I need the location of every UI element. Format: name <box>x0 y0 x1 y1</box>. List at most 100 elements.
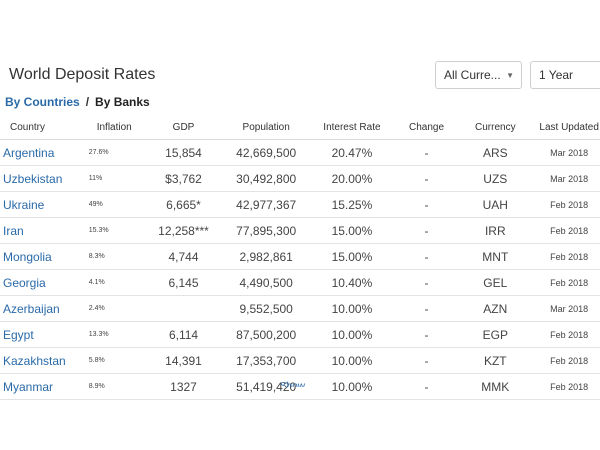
country-link[interactable]: Mongolia <box>0 243 87 270</box>
interest-rate-cell: 10.00% <box>307 295 397 322</box>
gdp-cell <box>141 295 226 322</box>
col-population[interactable]: Population <box>225 115 308 140</box>
inflation-cell: 8.3% <box>86 243 142 270</box>
currency-cell: EGP <box>456 321 535 348</box>
col-interest-rate[interactable]: Interest Rate <box>307 115 397 140</box>
change-cell: - <box>396 191 457 218</box>
change-cell: - <box>396 243 457 270</box>
population-cell: 42,669,500 <box>225 139 308 166</box>
table-row: Azerbaijan 2.4% 9,552,500 10.00% - AZN M… <box>0 295 600 322</box>
country-link[interactable]: Iran <box>0 217 87 244</box>
last-updated-cell: Feb 2018 <box>534 217 600 244</box>
population-cell: 4,490,500 <box>225 269 308 296</box>
country-link[interactable]: Egypt <box>0 321 87 348</box>
country-link[interactable]: Kazakhstan <box>0 347 87 374</box>
interest-rate-cell: 15.00% <box>307 243 397 270</box>
currency-cell: UZS <box>456 165 535 192</box>
interest-rate-cell: 10.40% <box>307 269 397 296</box>
gdp-cell: 6,145 <box>141 269 226 296</box>
currency-select[interactable]: All Curre... ▼ <box>435 61 522 89</box>
period-select[interactable]: 1 Year <box>530 61 600 89</box>
table-row: Egypt 13.3% 6,114 87,500,200 10.00% - EG… <box>0 321 600 348</box>
inflation-cell: 2.4% <box>86 295 142 322</box>
inflation-cell: 8.9% <box>86 373 142 400</box>
interest-rate-cell: 20.47% <box>307 139 397 166</box>
change-cell: - <box>396 139 457 166</box>
inflation-cell: 49% <box>86 191 142 218</box>
interest-rate-cell: 15.25% <box>307 191 397 218</box>
table-row: Mongolia 8.3% 4,744 2,982,861 15.00% - M… <box>0 243 600 270</box>
currency-cell: IRR <box>456 217 535 244</box>
table-row: Ukraine 49% 6,665* 42,977,367 15.25% - U… <box>0 191 600 218</box>
population-cell: 87,500,200 <box>225 321 308 348</box>
country-link[interactable]: Argentina <box>0 139 87 166</box>
gdp-cell: 6,114 <box>141 321 226 348</box>
last-updated-cell: Feb 2018 <box>534 373 600 400</box>
interest-rate-cell: 10.00% <box>307 347 397 374</box>
inflation-cell: 4.1% <box>86 269 142 296</box>
currency-cell: KZT <box>456 347 535 374</box>
tab-by-banks[interactable]: By Banks <box>95 95 150 109</box>
inflation-cell: 5.8% <box>86 347 142 374</box>
change-cell: - <box>396 165 457 192</box>
view-tabs: By Countries / By Banks <box>5 95 150 109</box>
change-cell: - <box>396 347 457 374</box>
last-updated-cell: Mar 2018 <box>534 139 600 166</box>
col-change[interactable]: Change <box>396 115 457 140</box>
last-updated-cell: Feb 2018 <box>534 347 600 374</box>
country-link[interactable]: Uzbekistan <box>0 165 87 192</box>
country-link[interactable]: Azerbaijan <box>0 295 87 322</box>
period-select-value: 1 Year <box>539 68 574 82</box>
gdp-cell: $3,762 <box>141 165 226 192</box>
page-title: World Deposit Rates <box>9 66 156 83</box>
table-row: Kazakhstan 5.8% 14,391 17,353,700 10.00%… <box>0 347 600 374</box>
table-row: Uzbekistan 11% $3,762 30,492,800 20.00% … <box>0 165 600 192</box>
table-row: Iran 15.3% 12,258*** 77,895,300 15.00% -… <box>0 217 600 244</box>
col-inflation[interactable]: Inflation <box>86 115 142 140</box>
change-cell: - <box>396 321 457 348</box>
population-cell: 17,353,700 <box>225 347 308 374</box>
interest-rate-cell: 15.00% <box>307 217 397 244</box>
caret-down-icon: ▼ <box>506 71 514 80</box>
interest-rate-cell: 20.00% <box>307 165 397 192</box>
table-header-row: Country Inflation GDP Population Interes… <box>0 115 600 140</box>
population-cell: 51,419,420 <box>225 373 308 400</box>
last-updated-cell: Feb 2018 <box>534 191 600 218</box>
change-cell: - <box>396 373 457 400</box>
inflation-cell: 15.3% <box>86 217 142 244</box>
last-updated-cell: Feb 2018 <box>534 321 600 348</box>
population-cell: 9,552,500 <box>225 295 308 322</box>
currency-cell: MMK <box>456 373 535 400</box>
col-currency[interactable]: Currency <box>456 115 535 140</box>
tab-by-countries[interactable]: By Countries <box>5 95 80 109</box>
change-cell: - <box>396 295 457 322</box>
col-country[interactable]: Country <box>0 115 87 140</box>
last-updated-cell: Mar 2018 <box>534 165 600 192</box>
currency-select-value: All Curre... <box>444 68 501 82</box>
population-cell: 42,977,367 <box>225 191 308 218</box>
population-cell: 30,492,800 <box>225 165 308 192</box>
country-link[interactable]: Ukraine <box>0 191 87 218</box>
gdp-cell: 6,665* <box>141 191 226 218</box>
country-link[interactable]: Myanmar <box>0 373 87 400</box>
currency-cell: UAH <box>456 191 535 218</box>
change-cell: - <box>396 269 457 296</box>
inflation-cell: 13.3% <box>86 321 142 348</box>
country-link[interactable]: Georgia <box>0 269 87 296</box>
currency-cell: AZN <box>456 295 535 322</box>
gdp-cell: 12,258*** <box>141 217 226 244</box>
population-cell: 77,895,300 <box>225 217 308 244</box>
col-last-updated[interactable]: Last Updated <box>534 115 600 140</box>
population-cell: 2,982,861 <box>225 243 308 270</box>
gdp-cell: 4,744 <box>141 243 226 270</box>
interest-rate-cell: 10.00% <box>307 373 397 400</box>
inflation-cell: 11% <box>86 165 142 192</box>
currency-cell: MNT <box>456 243 535 270</box>
inflation-cell: 27.6% <box>86 139 142 166</box>
interest-rate-cell: 10.00% <box>307 321 397 348</box>
last-updated-cell: Feb 2018 <box>534 243 600 270</box>
col-gdp[interactable]: GDP <box>141 115 226 140</box>
show-more-link[interactable]: Show More <box>280 381 306 387</box>
gdp-cell: 14,391 <box>141 347 226 374</box>
tab-separator: / <box>85 95 90 109</box>
